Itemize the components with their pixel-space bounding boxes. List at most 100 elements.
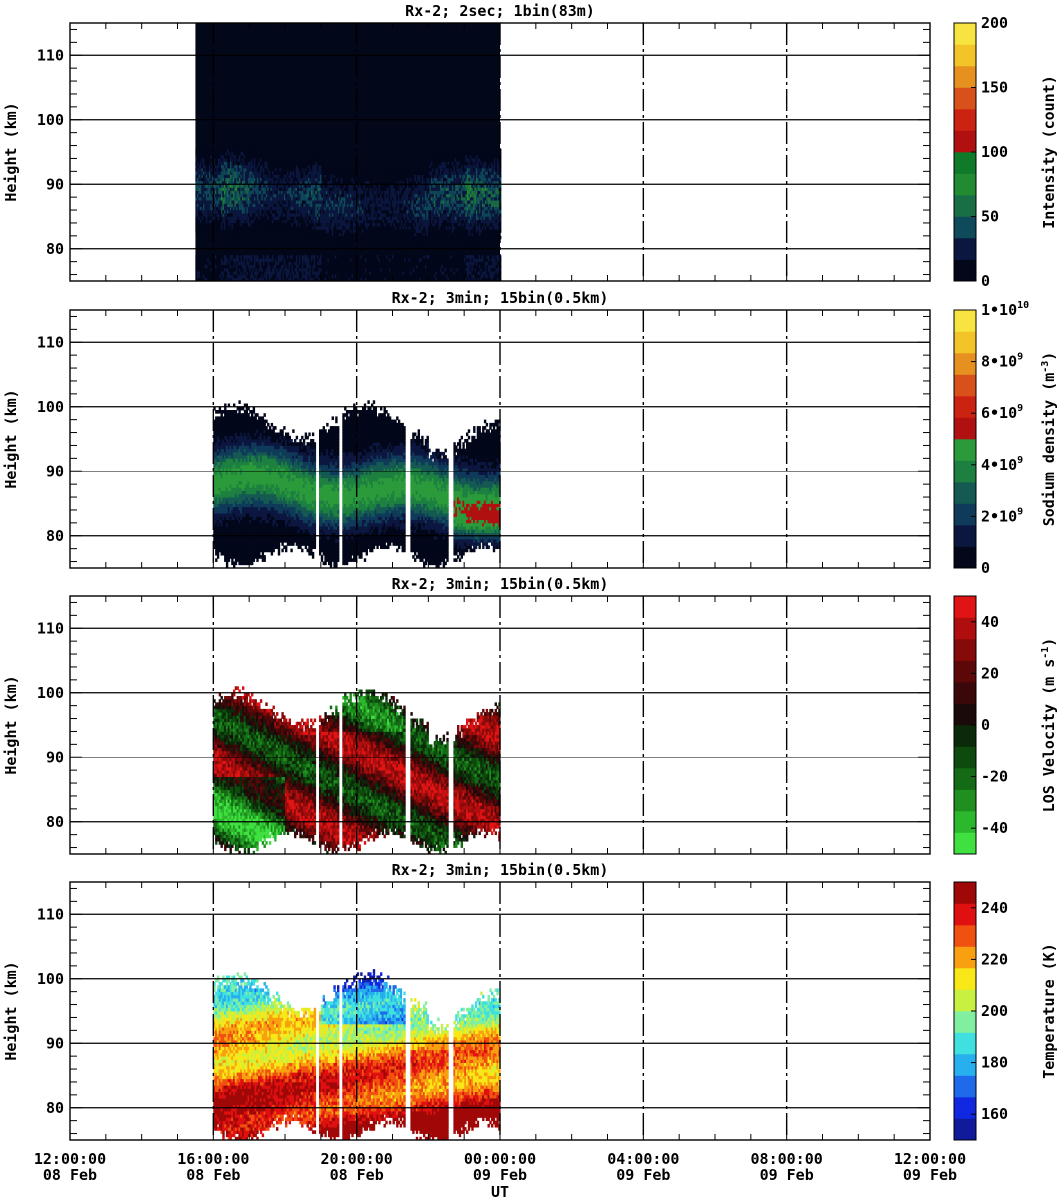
colorbar-segment (954, 990, 976, 1012)
colorbar-tick-label: 200 (981, 14, 1008, 32)
colorbar-segment (954, 747, 976, 769)
colorbar-tick-label: 200 (981, 1002, 1008, 1020)
colorbar-label: Sodium density (m-3) (1040, 352, 1058, 527)
y-axis-label: Height (km) (2, 675, 20, 774)
colorbar-segment (954, 904, 976, 926)
colorbar-segment (954, 195, 976, 217)
y-tick-label: 110 (37, 333, 64, 351)
colorbar-tick-label: 220 (981, 950, 1008, 968)
y-tick-label: 80 (46, 240, 64, 258)
colorbar-segment (954, 109, 976, 131)
colorbar-segment (954, 1076, 976, 1098)
colorbar-segment (954, 217, 976, 239)
y-tick-label: 100 (37, 970, 64, 988)
panel-2: Rx-2; 3min; 15bin(0.5km)8090100110Height… (2, 289, 1058, 577)
colorbar-segment (954, 332, 976, 354)
colorbar-tick-label: 0 (981, 272, 990, 290)
colorbar-segment (954, 704, 976, 726)
colorbar-segment (954, 947, 976, 969)
x-tick-date: 09 Feb (473, 1166, 527, 1184)
colorbar-segment (954, 238, 976, 260)
colorbar-segment (954, 439, 976, 461)
colorbar-segment (954, 461, 976, 483)
colorbar-tick-label: 1•1010 (981, 300, 1029, 319)
y-tick-label: 110 (37, 619, 64, 637)
y-tick-label: 80 (46, 527, 64, 545)
colorbar-segment (954, 1054, 976, 1076)
colorbar-segment (954, 882, 976, 904)
colorbar-tick-label: 0 (981, 716, 990, 734)
x-tick-date: 08 Feb (330, 1166, 384, 1184)
colorbar-segment (954, 23, 976, 45)
x-tick-date: 08 Feb (186, 1166, 240, 1184)
colorbar-segment (954, 152, 976, 174)
colorbar-tick-label: 6•109 (981, 403, 1023, 422)
colorbar-segment (954, 968, 976, 990)
colorbar-segment (954, 1119, 976, 1141)
y-tick-label: 90 (46, 175, 64, 193)
colorbar-segment (954, 1033, 976, 1055)
colorbar-tick-label: 150 (981, 79, 1008, 97)
colorbar-tick-label: 2•109 (981, 506, 1023, 525)
colorbar-segment (954, 310, 976, 332)
colorbar-segment (954, 1097, 976, 1119)
colorbar-segment (954, 811, 976, 833)
colorbar-segment (954, 131, 976, 153)
x-tick-date: 09 Feb (616, 1166, 670, 1184)
y-axis-label: Height (km) (2, 102, 20, 201)
y-tick-label: 90 (46, 748, 64, 766)
colorbar: 0 2•109 4•109 6•109 8•109 1•1010 Sodium densit… (954, 300, 1058, 577)
colorbar-tick-label: 20 (981, 664, 999, 682)
y-tick-label: 100 (37, 398, 64, 416)
panel-title: Rx-2; 3min; 15bin(0.5km) (392, 575, 609, 593)
colorbar-segment (954, 353, 976, 375)
colorbar-tick-label: 0 (981, 559, 990, 577)
colorbar-segment (954, 547, 976, 569)
panel-title: Rx-2; 3min; 15bin(0.5km) (392, 861, 609, 879)
panel-4: Rx-2; 3min; 15bin(0.5km) 80 90 100 110 Height… (2, 861, 1058, 1140)
colorbar-segment (954, 504, 976, 526)
x-tick-date: 08 Feb (43, 1166, 97, 1184)
y-axis-label: Height (km) (2, 961, 20, 1060)
colorbar-tick-label: 8•109 (981, 352, 1023, 371)
panel-title: Rx-2; 3min; 15bin(0.5km) (392, 289, 609, 307)
y-axis-label: Height (km) (2, 389, 20, 488)
colorbar-tick-label: 160 (981, 1105, 1008, 1123)
colorbar-segment (954, 174, 976, 196)
x-axis-label: UT (491, 1183, 509, 1200)
colorbar-segment (954, 375, 976, 397)
colorbar-label: Temperature (K) (1040, 943, 1058, 1078)
colorbar-tick-label: 4•109 (981, 455, 1023, 474)
y-tick-label: 110 (37, 46, 64, 64)
y-tick-label: 110 (37, 905, 64, 923)
colorbar-segment (954, 661, 976, 683)
colorbar-tick-label: 50 (981, 208, 999, 226)
colorbar-segment (954, 1011, 976, 1033)
y-tick-label: 90 (46, 1034, 64, 1052)
colorbar-tick-label: -40 (981, 819, 1008, 837)
colorbar-segment (954, 833, 976, 855)
x-tick-date: 09 Feb (903, 1166, 957, 1184)
colorbar-tick-label: 40 (981, 613, 999, 631)
y-tick-label: 80 (46, 1099, 64, 1117)
colorbar-segment (954, 260, 976, 282)
colorbar-segment (954, 925, 976, 947)
colorbar-segment (954, 418, 976, 440)
colorbar-label: Intensity (count) (1040, 75, 1058, 229)
colorbar-segment (954, 396, 976, 418)
colorbar-segment (954, 45, 976, 67)
colorbar-segment (954, 725, 976, 747)
y-tick-label: 100 (37, 111, 64, 129)
y-tick-label: 100 (37, 684, 64, 702)
colorbar-segment (954, 482, 976, 504)
x-tick-date: 09 Feb (760, 1166, 814, 1184)
colorbar-tick-label: -20 (981, 768, 1008, 786)
colorbar-segment (954, 596, 976, 618)
colorbar-label: LOS Velocity (m s-1) (1040, 638, 1058, 813)
colorbar-segment (954, 768, 976, 790)
colorbar-segment (954, 88, 976, 110)
